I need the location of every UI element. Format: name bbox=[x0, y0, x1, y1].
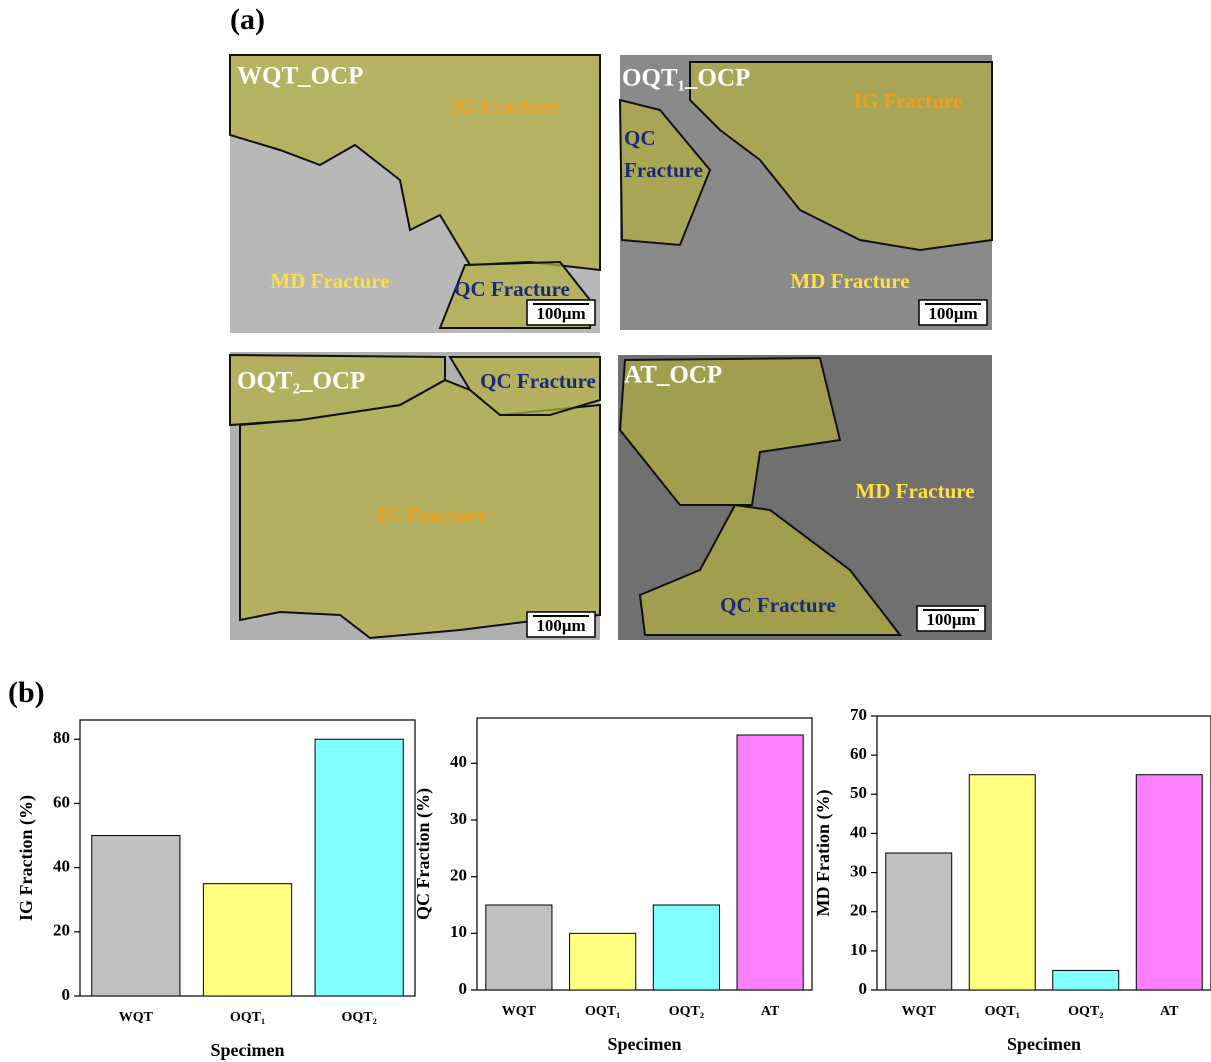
x-tick-label: OQT₁ bbox=[985, 1004, 1020, 1019]
bar bbox=[1136, 775, 1202, 990]
y-tick-label: 0 bbox=[859, 979, 868, 998]
y-tick-label: 60 bbox=[53, 792, 70, 811]
x-tick-label: AT bbox=[1160, 1004, 1179, 1019]
region-label: IG Fracture bbox=[378, 503, 487, 527]
x-tick-label: WQT bbox=[119, 1010, 154, 1025]
micrograph-title: WQT_OCP bbox=[237, 63, 363, 90]
region-label: MD Fracture bbox=[270, 269, 389, 293]
bar bbox=[315, 739, 403, 996]
bar bbox=[1053, 970, 1119, 990]
bar bbox=[653, 905, 719, 990]
y-tick-label: 80 bbox=[53, 728, 70, 747]
micrograph-title: OQT₂_OCP bbox=[237, 368, 365, 395]
y-tick-label: 10 bbox=[450, 922, 467, 941]
y-axis-label: QC Fraction (%) bbox=[413, 788, 434, 920]
x-tick-label: OQT₁ bbox=[230, 1010, 265, 1025]
bar bbox=[886, 853, 952, 990]
y-tick-label: 20 bbox=[450, 866, 467, 885]
y-tick-label: 60 bbox=[850, 744, 867, 763]
x-tick-label: OQT₁ bbox=[585, 1004, 620, 1019]
y-tick-label: 10 bbox=[850, 940, 867, 959]
region-label: IG Fracture bbox=[854, 89, 963, 113]
bar bbox=[737, 735, 803, 990]
x-axis-label: Specimen bbox=[608, 1034, 682, 1054]
y-axis-label: IG Fraction (%) bbox=[16, 795, 37, 921]
y-tick-label: 40 bbox=[450, 752, 467, 771]
bar bbox=[570, 933, 636, 990]
region-label: QC Fracture bbox=[454, 277, 570, 301]
y-axis-label: MD Fration (%) bbox=[813, 790, 834, 917]
y-tick-label: 20 bbox=[850, 901, 867, 920]
bar bbox=[203, 884, 291, 996]
y-tick-label: 30 bbox=[450, 809, 467, 828]
y-tick-label: 70 bbox=[850, 705, 867, 724]
y-tick-label: 40 bbox=[850, 822, 867, 841]
micrograph-title: OQT₁_OCP bbox=[622, 65, 750, 92]
x-axis-label: Specimen bbox=[211, 1040, 285, 1060]
y-tick-label: 20 bbox=[53, 921, 70, 940]
y-tick-label: 0 bbox=[459, 979, 468, 998]
region-label: MD Fracture bbox=[790, 269, 909, 293]
bar bbox=[92, 836, 180, 996]
x-tick-label: OQT₂ bbox=[342, 1010, 377, 1025]
panel-label: (b) bbox=[8, 676, 45, 709]
scale-bar-label: 100μm bbox=[536, 616, 585, 635]
x-tick-label: WQT bbox=[902, 1004, 937, 1019]
region-label: QC bbox=[624, 126, 656, 150]
x-tick-label: OQT₂ bbox=[669, 1004, 704, 1019]
x-tick-label: OQT₂ bbox=[1068, 1004, 1103, 1019]
region-label: IG Fracture bbox=[451, 94, 560, 118]
figure: (a) (b) WQT_OCP IG Fracture MD Fracture QC … bbox=[0, 0, 1211, 1062]
panel-label: (a) bbox=[230, 3, 265, 36]
x-axis-label: Specimen bbox=[1007, 1034, 1081, 1054]
y-tick-label: 40 bbox=[53, 857, 70, 876]
micrograph bbox=[230, 352, 600, 640]
region-label: QC Fracture bbox=[720, 593, 836, 617]
region-label: QC Fracture bbox=[480, 369, 596, 393]
micrograph-title: AT_OCP bbox=[624, 362, 722, 389]
scale-bar-label: 100μm bbox=[928, 304, 977, 323]
bar bbox=[486, 905, 552, 990]
x-tick-label: WQT bbox=[502, 1004, 537, 1019]
y-tick-label: 30 bbox=[850, 861, 867, 880]
region-label: Fracture bbox=[624, 158, 703, 182]
scale-bar-label: 100μm bbox=[926, 610, 975, 629]
bar bbox=[969, 775, 1035, 990]
x-tick-label: AT bbox=[761, 1004, 780, 1019]
y-tick-label: 50 bbox=[850, 783, 867, 802]
scale-bar-label: 100μm bbox=[536, 304, 585, 323]
y-tick-label: 0 bbox=[62, 985, 71, 1004]
region-label: MD Fracture bbox=[855, 479, 974, 503]
